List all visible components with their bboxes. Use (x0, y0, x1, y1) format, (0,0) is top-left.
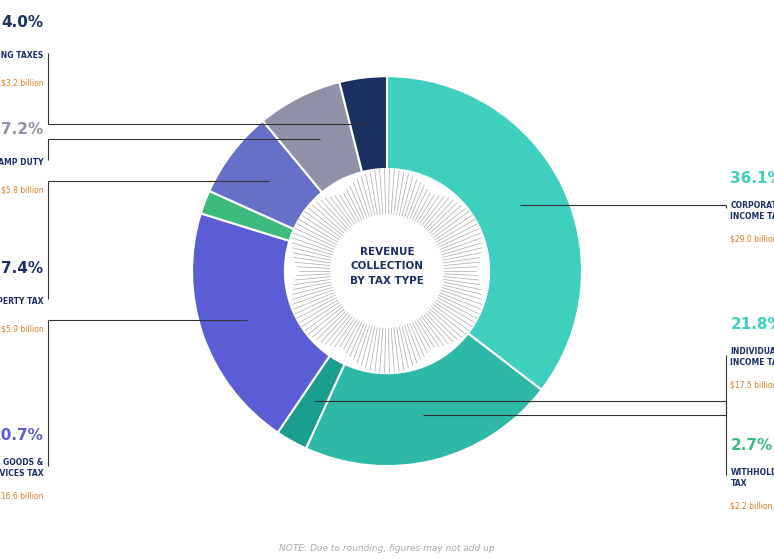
Text: $29.0 billion: $29.0 billion (731, 234, 774, 243)
Text: $5.9 billion: $5.9 billion (1, 325, 43, 334)
Text: BETTING TAXES: BETTING TAXES (0, 51, 43, 60)
Text: CORPORATE
INCOME TAX: CORPORATE INCOME TAX (731, 201, 774, 221)
Text: INDIVIDUAL
INCOME TAX: INDIVIDUAL INCOME TAX (731, 347, 774, 367)
Text: WITHHOLDING
TAX: WITHHOLDING TAX (731, 468, 774, 487)
Wedge shape (192, 214, 330, 433)
Text: 2.7%: 2.7% (731, 438, 772, 453)
Text: 4.0%: 4.0% (2, 15, 43, 30)
Text: $2.2 billion: $2.2 billion (731, 501, 773, 510)
Text: 21.8%: 21.8% (731, 317, 774, 332)
Text: GOODS &
SERVICES TAX: GOODS & SERVICES TAX (0, 458, 43, 479)
Wedge shape (200, 191, 294, 241)
Text: $16.6 billion: $16.6 billion (0, 492, 43, 501)
Circle shape (330, 215, 444, 327)
Wedge shape (263, 82, 362, 192)
Text: NOTE: Due to rounding, figures may not add up: NOTE: Due to rounding, figures may not a… (279, 544, 495, 553)
Text: REVENUE
COLLECTION
BY TAX TYPE: REVENUE COLLECTION BY TAX TYPE (350, 247, 424, 286)
Text: $17.5 billion: $17.5 billion (731, 380, 774, 389)
Text: $3.2 billion: $3.2 billion (1, 79, 43, 88)
Text: 7.4%: 7.4% (2, 261, 43, 276)
Text: 36.1%: 36.1% (731, 171, 774, 186)
Text: 7.2%: 7.2% (2, 122, 43, 137)
Text: STAMP DUTY: STAMP DUTY (0, 158, 43, 167)
Text: 20.7%: 20.7% (0, 428, 43, 443)
Wedge shape (278, 356, 344, 448)
Text: PROPERTY TAX: PROPERTY TAX (0, 297, 43, 306)
Wedge shape (387, 76, 582, 390)
Wedge shape (209, 121, 322, 229)
Wedge shape (340, 76, 387, 172)
Wedge shape (306, 333, 542, 466)
Text: $5.8 billion: $5.8 billion (1, 186, 43, 195)
